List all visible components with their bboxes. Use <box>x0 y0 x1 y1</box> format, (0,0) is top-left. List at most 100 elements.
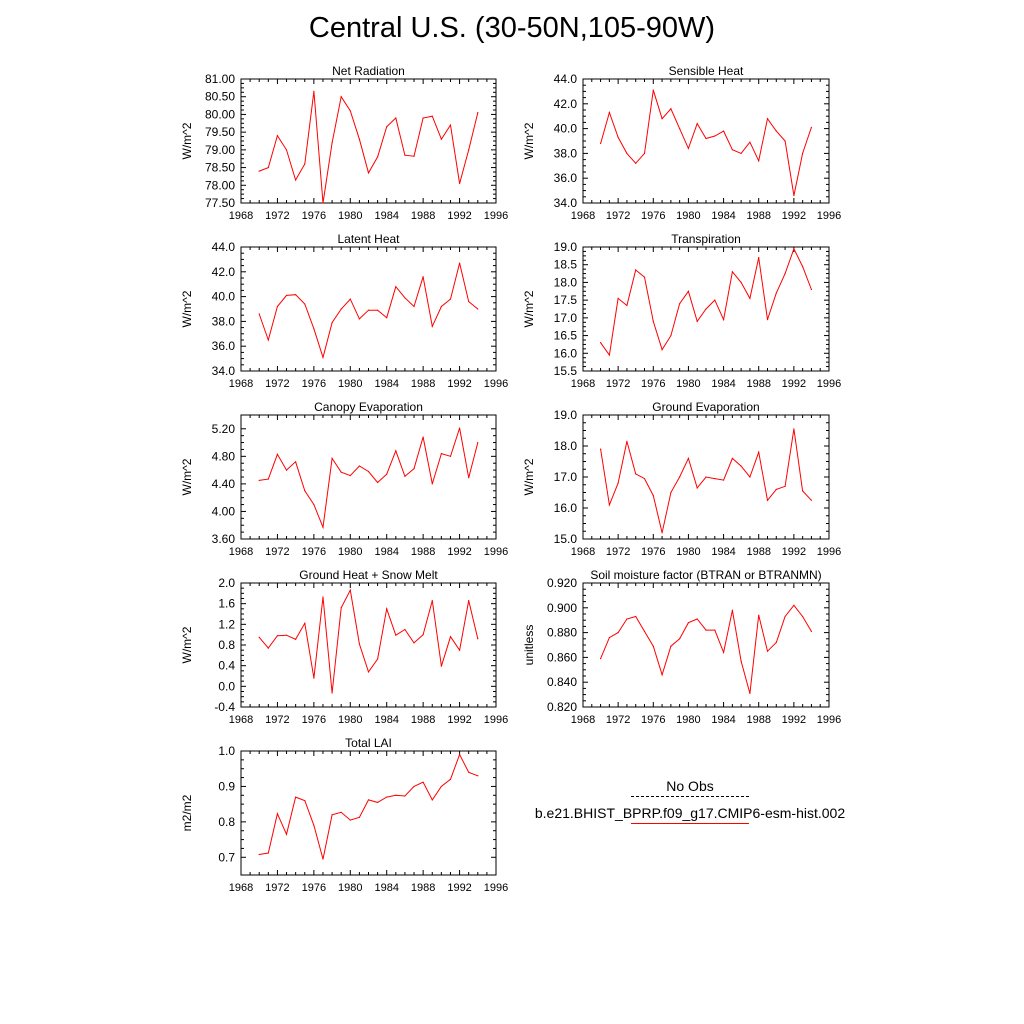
data-point <box>304 490 306 492</box>
y-tick-label: 18.0 <box>554 275 578 289</box>
x-tick-label: 1996 <box>817 210 841 222</box>
data-point <box>395 634 397 636</box>
plot-frame <box>240 750 497 876</box>
data-point <box>626 304 628 307</box>
y-tick-label: 77.50 <box>205 196 235 210</box>
data-point <box>358 318 360 320</box>
data-point <box>313 90 315 92</box>
plot-frame <box>240 246 497 372</box>
x-tick-label: 1976 <box>641 378 665 390</box>
data-point <box>431 599 433 602</box>
x-tick-label: 1968 <box>571 210 595 222</box>
y-tick-label: 0.9 <box>218 779 235 793</box>
y-tick-label: 4.80 <box>212 449 236 463</box>
data-point <box>687 457 690 459</box>
data-point <box>431 325 433 327</box>
series-line <box>600 90 812 196</box>
data-point <box>258 313 260 315</box>
y-tick-label: 0.820 <box>547 700 577 714</box>
x-tick-label: 1984 <box>711 714 735 726</box>
chart-panel-2: Sensible Heat W/m^2 1968 1972 1976 1980 1984 19… <box>522 64 841 222</box>
data-point <box>652 89 654 91</box>
data-point <box>705 629 707 631</box>
data-point <box>775 641 777 644</box>
y-tick-label: 17.5 <box>554 293 578 307</box>
y-tick-label: 0.920 <box>547 576 577 590</box>
data-point <box>404 795 406 797</box>
y-tick-label: 79.50 <box>205 125 235 139</box>
x-tick-label: 1992 <box>447 882 471 894</box>
data-point <box>731 271 733 273</box>
chart-panel-5: Canopy Evaporation W/m^2 1968 1972 1976 1980 1… <box>180 400 508 558</box>
data-point <box>599 658 602 660</box>
x-tick-label: 1984 <box>374 882 398 894</box>
data-point <box>766 118 769 120</box>
x-tick-label: 1992 <box>782 714 806 726</box>
x-tick-label: 1988 <box>411 210 435 222</box>
data-point <box>705 476 707 478</box>
data-point <box>285 149 288 151</box>
data-point <box>413 468 415 470</box>
x-tick-label: 1972 <box>265 378 289 390</box>
x-tick-label: 1972 <box>265 210 289 222</box>
y-tick-label: 79.00 <box>205 143 235 157</box>
data-point <box>758 160 760 162</box>
series-line <box>259 427 479 530</box>
data-point <box>696 123 698 125</box>
data-point <box>635 615 637 618</box>
panel-title: Transpiration <box>671 232 741 246</box>
data-point <box>358 643 360 645</box>
data-point <box>793 604 795 606</box>
data-point <box>635 162 637 164</box>
panel-title: Total LAI <box>345 736 392 750</box>
data-point <box>626 152 628 154</box>
series-line <box>258 588 479 694</box>
y-tick-label: 44.0 <box>554 72 578 86</box>
data-point <box>784 272 786 275</box>
data-point <box>810 499 813 501</box>
data-point <box>617 632 619 634</box>
x-tick-label: 1980 <box>338 714 362 726</box>
data-point <box>440 305 442 308</box>
data-point <box>340 811 342 813</box>
data-point <box>313 503 315 506</box>
data-point <box>431 483 433 485</box>
data-point <box>349 589 351 591</box>
data-point <box>349 819 351 821</box>
data-point <box>705 137 707 140</box>
data-point <box>749 297 751 299</box>
data-point <box>784 485 786 487</box>
data-point <box>367 799 370 801</box>
data-point <box>295 294 297 296</box>
plot-frame <box>240 582 497 708</box>
x-tick-label: 1976 <box>641 210 665 222</box>
x-tick-label: 1976 <box>302 882 326 894</box>
data-point <box>449 298 452 300</box>
data-point <box>404 475 406 477</box>
y-tick-label: 36.0 <box>554 171 578 185</box>
y-axis-label: W/m^2 <box>180 458 194 495</box>
data-point <box>468 300 470 303</box>
data-point <box>377 309 379 311</box>
y-tick-label: 0.840 <box>547 675 577 689</box>
data-point <box>358 465 360 467</box>
x-tick-label: 1996 <box>484 210 508 222</box>
data-point <box>696 618 698 620</box>
x-tick-label: 1984 <box>374 210 398 222</box>
y-tick-label: 18.5 <box>554 258 578 272</box>
data-point <box>802 490 804 492</box>
data-point <box>599 448 602 450</box>
data-point <box>276 813 279 815</box>
x-tick-label: 1976 <box>302 210 326 222</box>
y-tick-label: 40.0 <box>554 122 578 136</box>
chart-panel-7: Ground Heat + Snow Melt W/m^2 1968 1972 1976… <box>180 568 508 726</box>
x-tick-label: 1992 <box>782 210 806 222</box>
data-point <box>458 753 461 756</box>
data-point <box>635 473 637 475</box>
y-tick-label: 42.0 <box>554 97 578 111</box>
y-tick-label: 1.6 <box>218 597 235 611</box>
data-point <box>714 135 716 137</box>
x-tick-label: 1996 <box>817 546 841 558</box>
data-point <box>295 796 297 798</box>
data-point <box>679 638 681 640</box>
